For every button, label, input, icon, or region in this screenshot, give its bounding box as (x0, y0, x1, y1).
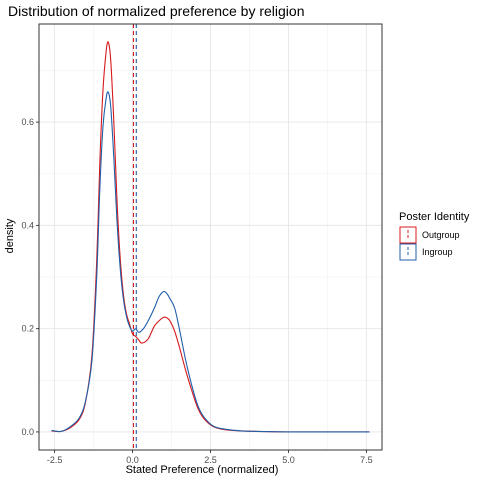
y-axis-ticks: 0.0 0.2 0.4 0.6 (21, 117, 39, 437)
y-tick-label: 0.2 (21, 324, 34, 334)
legend-label-outgroup: Outgroup (422, 230, 460, 240)
x-tick-label: 7.5 (360, 455, 373, 465)
y-tick-label: 0.4 (21, 220, 34, 230)
x-tick-label: -2.5 (47, 455, 63, 465)
chart-title: Distribution of normalized preference by… (8, 3, 304, 19)
legend: Poster Identity Outgroup Ingroup (399, 211, 470, 260)
legend-label-ingroup: Ingroup (422, 247, 453, 257)
x-axis-label: Stated Preference (normalized) (126, 464, 279, 476)
y-axis-label: density (4, 218, 16, 253)
y-tick-label: 0.6 (21, 117, 34, 127)
legend-title: Poster Identity (399, 211, 470, 223)
x-tick-label: 5.0 (282, 455, 295, 465)
legend-key-ingroup (400, 244, 416, 260)
plot-panel (39, 24, 382, 450)
y-tick-label: 0.0 (21, 427, 34, 437)
x-axis-ticks: -2.5 0.0 2.5 5.0 7.5 (47, 450, 373, 465)
legend-key-outgroup (400, 227, 416, 243)
legend-items: Outgroup Ingroup (400, 227, 460, 260)
